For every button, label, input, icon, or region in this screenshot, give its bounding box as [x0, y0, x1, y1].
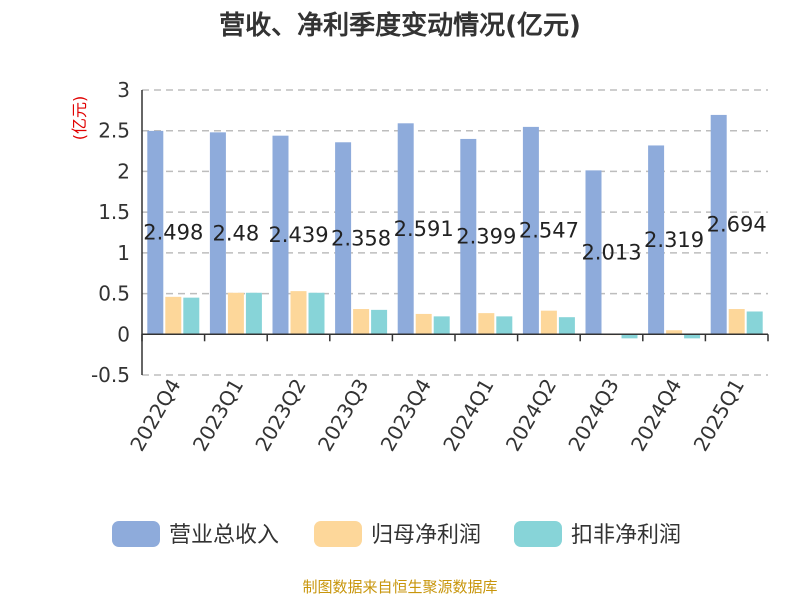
- bar: [209, 132, 226, 335]
- y-tick-label: 3: [117, 78, 130, 102]
- bar: [308, 292, 325, 335]
- bar: [728, 309, 745, 335]
- y-tick-label: -0.5: [91, 363, 130, 387]
- bar: [666, 330, 683, 335]
- bar: [165, 296, 182, 335]
- bar: [522, 126, 539, 335]
- data-label: 2.591: [394, 217, 454, 241]
- bar: [371, 309, 388, 335]
- bar: [227, 292, 244, 335]
- bar: [710, 114, 727, 335]
- bar: [415, 313, 432, 335]
- bar: [272, 135, 289, 335]
- legend-label: 归母净利润: [371, 523, 481, 548]
- y-axis-unit: (亿元): [70, 96, 89, 141]
- x-tick-label: 2024Q2: [501, 375, 561, 456]
- y-tick-label: 2.5: [98, 119, 130, 143]
- bar: [353, 309, 370, 335]
- y-tick-label: 1.5: [98, 200, 130, 224]
- x-tick-label: 2022Q4: [125, 375, 185, 456]
- x-tick-label: 2023Q3: [313, 375, 373, 456]
- bar: [684, 334, 701, 339]
- bar: [335, 142, 352, 335]
- bar: [648, 145, 665, 335]
- y-tick-label: 1: [117, 241, 130, 265]
- bar: [245, 292, 262, 335]
- data-labels: 2.498 2.48 2.439 2.358 2.591 2.399 2.5472.0132…: [143, 213, 767, 265]
- bar: [540, 310, 557, 335]
- bar: [397, 123, 414, 335]
- y-tick-label: 0.5: [98, 282, 130, 306]
- data-label: 2.498: [143, 221, 203, 245]
- x-tick-label: 2024Q1: [438, 375, 498, 456]
- bar: [746, 311, 763, 335]
- chart-title: 营收、净利季度变动情况(亿元): [219, 10, 581, 41]
- data-label: 2.547: [519, 219, 579, 243]
- bar: [558, 317, 575, 335]
- bar: [621, 334, 638, 339]
- bar: [460, 138, 477, 335]
- data-label: 2.399: [456, 225, 516, 249]
- data-label: 2.013: [581, 240, 641, 264]
- bars: [147, 114, 763, 339]
- bar: [147, 130, 164, 335]
- x-tick-label: 2024Q3: [563, 375, 623, 456]
- data-label: 2.439: [268, 223, 328, 247]
- source-note: 制图数据来自恒生聚源数据库: [302, 578, 497, 596]
- y-tick-label: 2: [117, 159, 130, 183]
- x-tick-label: 2023Q1: [188, 375, 248, 456]
- y-tick-label: 0: [117, 322, 130, 346]
- bar: [496, 316, 513, 335]
- data-label: 2.48: [213, 221, 260, 245]
- bar: [290, 291, 307, 335]
- data-label: 2.358: [331, 226, 391, 250]
- legend-label: 营业总收入: [169, 523, 279, 548]
- bar: [585, 170, 602, 335]
- x-tick-label: 2023Q4: [376, 375, 436, 456]
- bar: [433, 316, 450, 335]
- bar: [478, 313, 495, 335]
- legend-label: 扣非净利润: [571, 523, 681, 548]
- legend: 营业总收入 归母净利润 扣非净利润: [112, 521, 681, 548]
- legend-swatch: [514, 521, 562, 547]
- data-label: 2.319: [644, 228, 704, 252]
- x-tick-label: 2025Q1: [689, 375, 749, 456]
- legend-swatch: [314, 521, 362, 547]
- bar: [183, 297, 200, 335]
- data-label: 2.694: [707, 213, 767, 237]
- x-tick-label: 2024Q4: [626, 375, 686, 456]
- legend-swatch: [112, 521, 160, 547]
- x-tick-label: 2023Q2: [250, 375, 310, 456]
